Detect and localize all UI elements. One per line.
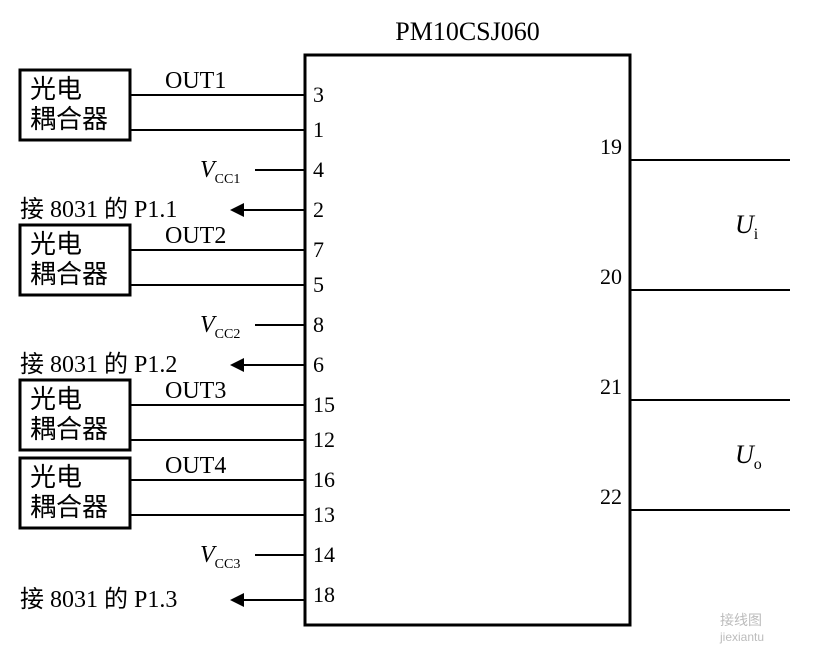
- pin-left-3: 3: [313, 82, 324, 107]
- optocoupler-label1-2: 光电: [30, 230, 82, 259]
- pin-right-19: 19: [600, 134, 622, 159]
- out-label-4: OUT4: [165, 453, 226, 479]
- pin-left-14: 14: [313, 542, 335, 567]
- pin-left-16: 16: [313, 467, 335, 492]
- optocoupler-label1-1: 光电: [30, 75, 82, 104]
- pin-left-6: 6: [313, 352, 324, 377]
- optocoupler-label2-3: 耦合器: [30, 415, 108, 444]
- pin-right-22: 22: [600, 484, 622, 509]
- pin-left-15: 15: [313, 392, 335, 417]
- optocoupler-label2-1: 耦合器: [30, 105, 108, 134]
- arrow-p1-2: [230, 358, 244, 372]
- optocoupler-label2-2: 耦合器: [30, 260, 108, 289]
- p1-label-2: 接 8031 的 P1.2: [20, 351, 177, 378]
- pin-left-1: 1: [313, 117, 324, 142]
- ic-body: [305, 55, 630, 625]
- optocoupler-label2-4: 耦合器: [30, 493, 108, 522]
- pin-right-21: 21: [600, 374, 622, 399]
- pin-left-7: 7: [313, 237, 324, 262]
- pin-right-20: 20: [600, 264, 622, 289]
- vcc-label-2: VCC2: [200, 312, 240, 342]
- p1-label-3: 接 8031 的 P1.3: [20, 586, 177, 613]
- arrow-p1-3: [230, 593, 244, 607]
- vcc-label-1: VCC1: [200, 157, 240, 187]
- optocoupler-label1-4: 光电: [30, 463, 82, 492]
- signal-label-ui: Ui: [735, 210, 759, 243]
- arrow-p1-1: [230, 203, 244, 217]
- pin-left-8: 8: [313, 312, 324, 337]
- pin-left-18: 18: [313, 582, 335, 607]
- optocoupler-label1-3: 光电: [30, 385, 82, 414]
- vcc-label-3: VCC3: [200, 542, 240, 572]
- ic-title: PM10CSJ060: [395, 17, 540, 46]
- watermark-line1: 接线图: [720, 612, 762, 628]
- watermark-line2: jiexiantu: [719, 630, 764, 644]
- p1-label-1: 接 8031 的 P1.1: [20, 196, 177, 223]
- signal-label-uo: Uo: [735, 440, 762, 473]
- out-label-1: OUT1: [165, 68, 226, 94]
- out-label-2: OUT2: [165, 223, 226, 249]
- out-label-3: OUT3: [165, 378, 226, 404]
- pin-left-13: 13: [313, 502, 335, 527]
- pin-left-4: 4: [313, 157, 324, 182]
- pin-left-12: 12: [313, 427, 335, 452]
- pin-left-2: 2: [313, 197, 324, 222]
- pin-left-5: 5: [313, 272, 324, 297]
